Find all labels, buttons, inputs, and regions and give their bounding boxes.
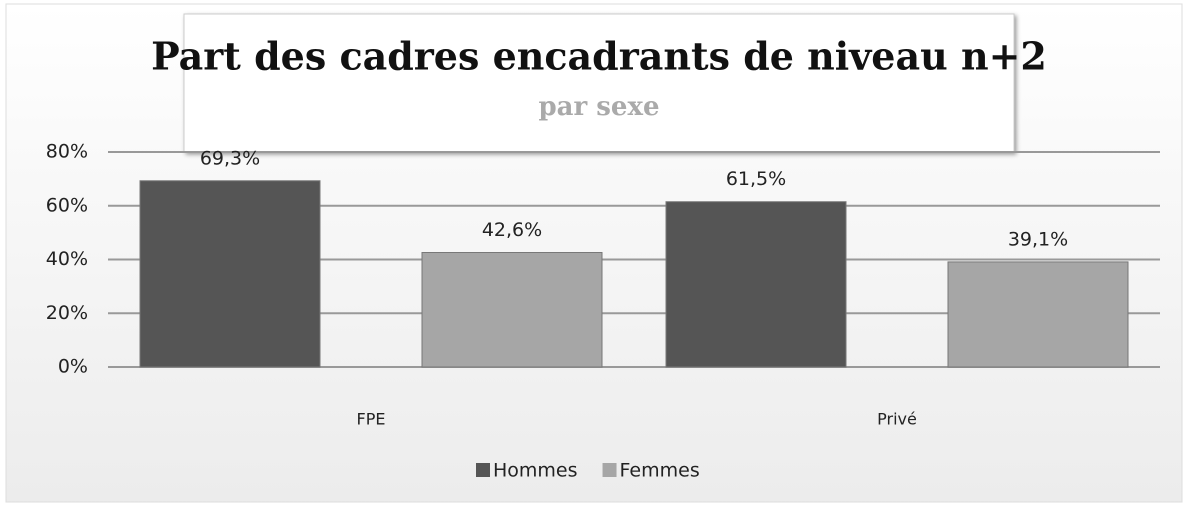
bar [421, 252, 603, 368]
legend-label: Femmes [620, 460, 700, 482]
y-tick-label: 80% [46, 141, 88, 163]
value-label: 61,5% [726, 168, 786, 190]
bar [139, 180, 321, 368]
x-tick-label: FPE [357, 410, 386, 429]
value-label: 39,1% [1008, 228, 1068, 250]
y-tick-label: 0% [58, 356, 88, 378]
y-tick-label: 20% [46, 302, 88, 324]
y-tick-label: 40% [46, 248, 88, 270]
bar [665, 201, 847, 368]
title-box [183, 13, 1015, 153]
value-label: 42,6% [482, 219, 542, 241]
legend-swatch [476, 463, 490, 477]
y-tick-label: 60% [46, 194, 88, 216]
legend-swatch [602, 463, 617, 477]
chart-subtitle: par sexe [539, 92, 660, 122]
legend-label: Hommes [493, 460, 578, 482]
chart-title: Part des cadres encadrants de niveau n+2 [151, 34, 1047, 79]
bar [947, 261, 1129, 368]
x-tick-label: Privé [877, 410, 917, 429]
value-label: 69,3% [200, 147, 260, 169]
